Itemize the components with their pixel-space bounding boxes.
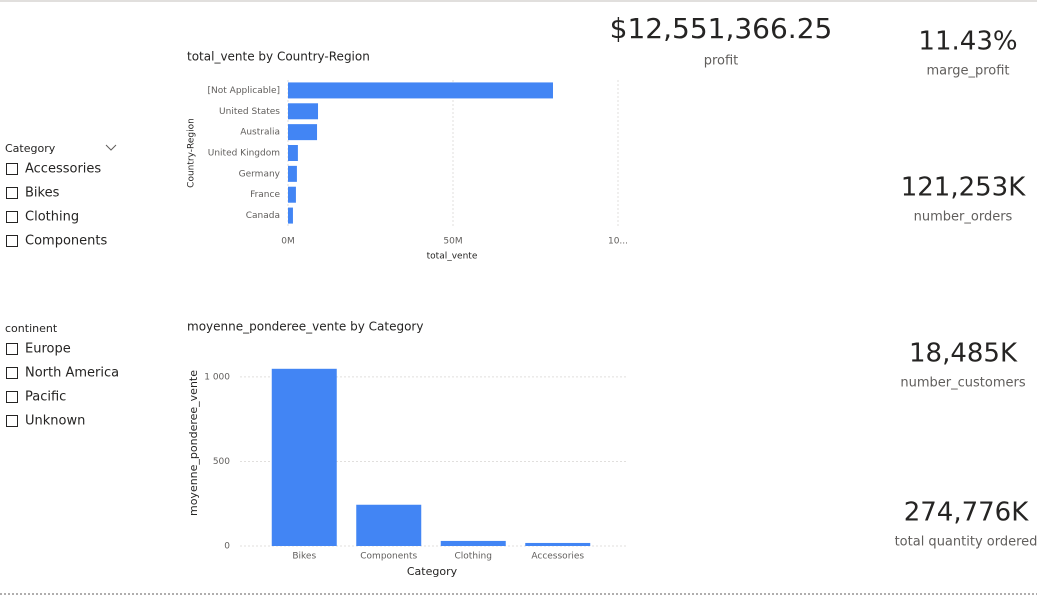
y-tick-label: 1 000 [204, 372, 230, 382]
x-tick-label: Components [360, 552, 417, 562]
card-label: number_customers [900, 376, 1025, 391]
x-axis-title: Category [407, 565, 458, 578]
x-tick-label: 50M [443, 237, 462, 247]
checkbox[interactable] [6, 415, 18, 427]
bar [440, 540, 506, 546]
bar [271, 368, 337, 546]
card-value: 121,253K [901, 173, 1027, 203]
y-axis-title: Country-Region [187, 118, 197, 188]
checkbox[interactable] [6, 187, 18, 199]
x-tick-label: 0M [281, 237, 295, 247]
card-value: $12,551,366.25 [610, 12, 833, 45]
x-axis-title: total_vente [427, 252, 478, 262]
slicer-item[interactable]: Europe [25, 342, 71, 357]
y-axis-title: moyenne_ponderee_vente [187, 370, 200, 516]
bar [288, 145, 298, 161]
slicer-item[interactable]: Accessories [25, 162, 101, 177]
checkbox[interactable] [6, 343, 18, 355]
y-tick-label: 500 [213, 457, 230, 467]
checkbox[interactable] [6, 367, 18, 379]
checkbox[interactable] [6, 211, 18, 223]
checkbox[interactable] [6, 391, 18, 403]
card-label: total quantity ordered [895, 535, 1037, 550]
x-tick-label: Accessories [531, 552, 584, 562]
slicer-item[interactable]: North America [25, 366, 119, 381]
y-tick-label: United States [219, 107, 280, 117]
slicer-title: Category [5, 142, 56, 155]
slicer-item[interactable]: Components [25, 234, 107, 249]
card-value: 18,485K [909, 339, 1018, 369]
card-value: 274,776K [904, 498, 1030, 528]
y-tick-label: France [250, 190, 280, 200]
card-label: number_orders [914, 210, 1013, 225]
card-value: 11.43% [918, 27, 1017, 57]
y-tick-label: 0 [224, 542, 230, 552]
bar [525, 542, 591, 546]
bar [288, 103, 319, 120]
x-tick-label: Bikes [292, 552, 316, 562]
card-label: profit [704, 54, 739, 69]
slicer-chevron[interactable] [105, 144, 117, 151]
y-tick-label: Germany [239, 169, 281, 179]
bar [288, 165, 297, 182]
y-tick-label: [Not Applicable] [208, 86, 280, 96]
slicer-item[interactable]: Unknown [25, 414, 85, 429]
bar [288, 207, 293, 224]
slicer-item[interactable]: Clothing [25, 210, 79, 225]
bar [288, 82, 553, 99]
chart-title: total_vente by Country-Region [187, 50, 370, 64]
bar [288, 124, 318, 141]
checkbox[interactable] [6, 235, 18, 247]
slicer-item[interactable]: Pacific [25, 390, 66, 405]
x-tick-label: Clothing [455, 552, 492, 562]
bar [288, 186, 296, 203]
chart-title: moyenne_ponderee_vente by Category [187, 320, 423, 334]
bar [356, 504, 422, 546]
y-tick-label: Australia [240, 128, 280, 138]
x-tick-label: 10... [608, 237, 628, 247]
card-label: marge_profit [926, 64, 1009, 79]
y-tick-label: United Kingdom [208, 149, 280, 159]
checkbox[interactable] [6, 163, 18, 175]
slicer-item[interactable]: Bikes [25, 186, 60, 201]
slicer-title: continent [5, 322, 58, 335]
y-tick-label: Canada [246, 211, 280, 221]
